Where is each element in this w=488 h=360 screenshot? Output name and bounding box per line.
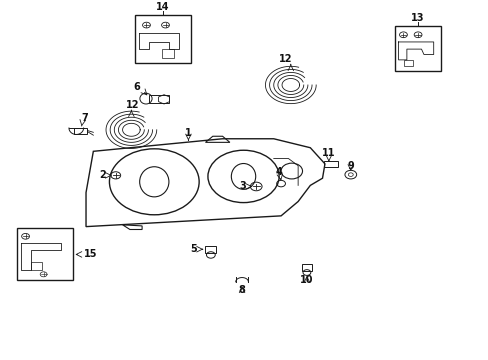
Bar — [404, 60, 412, 66]
Text: 15: 15 — [83, 249, 97, 260]
Bar — [135, 15, 190, 63]
Text: 5: 5 — [189, 244, 196, 254]
Bar — [301, 264, 312, 271]
Text: 11: 11 — [322, 148, 335, 158]
Text: 13: 13 — [410, 13, 424, 23]
Text: 6: 6 — [133, 82, 140, 92]
Text: 3: 3 — [239, 181, 245, 191]
Bar — [205, 246, 216, 253]
Bar — [161, 49, 173, 58]
Bar — [149, 95, 168, 103]
Text: 2: 2 — [100, 170, 106, 180]
Text: 10: 10 — [300, 275, 313, 285]
Bar — [394, 26, 440, 71]
Text: 9: 9 — [346, 161, 353, 171]
Text: 7: 7 — [81, 113, 88, 123]
Text: 4: 4 — [275, 167, 282, 177]
Text: 14: 14 — [156, 2, 169, 12]
Text: 1: 1 — [184, 128, 191, 138]
Bar — [324, 161, 337, 167]
Bar — [74, 128, 87, 135]
Bar — [31, 262, 42, 270]
Text: 8: 8 — [238, 285, 245, 296]
Text: 12: 12 — [125, 100, 139, 111]
Text: 12: 12 — [279, 54, 292, 64]
Bar — [17, 228, 73, 280]
